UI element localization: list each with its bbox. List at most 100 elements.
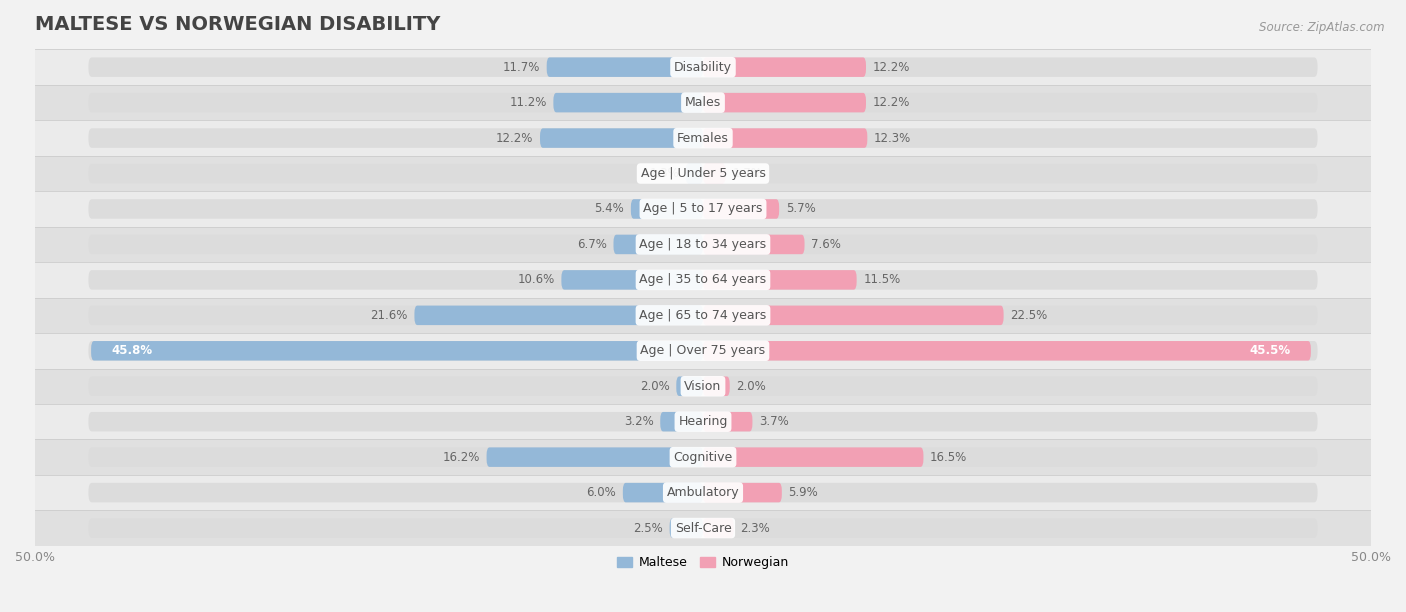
Text: 45.5%: 45.5% — [1250, 345, 1291, 357]
Bar — [35, 297, 1371, 333]
Bar — [35, 368, 1371, 404]
Text: 2.0%: 2.0% — [640, 379, 669, 393]
Bar — [35, 475, 1371, 510]
FancyBboxPatch shape — [89, 234, 1317, 254]
Text: 12.2%: 12.2% — [496, 132, 533, 144]
FancyBboxPatch shape — [415, 305, 703, 325]
Text: 22.5%: 22.5% — [1011, 309, 1047, 322]
Bar — [35, 510, 1371, 546]
Bar — [35, 439, 1371, 475]
FancyBboxPatch shape — [89, 58, 1317, 77]
Text: Age | Under 5 years: Age | Under 5 years — [641, 167, 765, 180]
Text: 12.2%: 12.2% — [873, 96, 910, 109]
Text: 11.2%: 11.2% — [509, 96, 547, 109]
Bar — [35, 156, 1371, 192]
FancyBboxPatch shape — [703, 200, 779, 218]
Bar — [35, 333, 1371, 368]
Text: Hearing: Hearing — [678, 415, 728, 428]
Text: Age | 35 to 64 years: Age | 35 to 64 years — [640, 274, 766, 286]
FancyBboxPatch shape — [486, 447, 703, 467]
Text: 16.5%: 16.5% — [931, 450, 967, 464]
FancyBboxPatch shape — [703, 518, 734, 538]
FancyBboxPatch shape — [676, 376, 703, 396]
Text: Females: Females — [678, 132, 728, 144]
FancyBboxPatch shape — [89, 518, 1317, 538]
Bar — [35, 85, 1371, 121]
Text: 1.3%: 1.3% — [650, 167, 679, 180]
Text: 10.6%: 10.6% — [517, 274, 555, 286]
FancyBboxPatch shape — [89, 200, 1317, 218]
Text: Disability: Disability — [673, 61, 733, 73]
FancyBboxPatch shape — [89, 447, 1317, 467]
FancyBboxPatch shape — [703, 483, 782, 502]
FancyBboxPatch shape — [703, 447, 924, 467]
Text: 3.2%: 3.2% — [624, 415, 654, 428]
FancyBboxPatch shape — [91, 341, 703, 360]
Text: 5.4%: 5.4% — [595, 203, 624, 215]
Bar — [35, 121, 1371, 156]
Text: 2.0%: 2.0% — [737, 379, 766, 393]
Text: Age | 65 to 74 years: Age | 65 to 74 years — [640, 309, 766, 322]
Text: 5.9%: 5.9% — [789, 486, 818, 499]
Legend: Maltese, Norwegian: Maltese, Norwegian — [613, 551, 793, 574]
Text: 5.7%: 5.7% — [786, 203, 815, 215]
FancyBboxPatch shape — [613, 234, 703, 254]
FancyBboxPatch shape — [89, 129, 1317, 148]
Text: Source: ZipAtlas.com: Source: ZipAtlas.com — [1260, 21, 1385, 34]
Text: Self-Care: Self-Care — [675, 521, 731, 534]
Text: 12.2%: 12.2% — [873, 61, 910, 73]
Text: 45.8%: 45.8% — [111, 345, 152, 357]
FancyBboxPatch shape — [686, 164, 703, 183]
Text: 2.3%: 2.3% — [741, 521, 770, 534]
Text: 2.5%: 2.5% — [633, 521, 662, 534]
FancyBboxPatch shape — [89, 93, 1317, 113]
FancyBboxPatch shape — [703, 58, 866, 77]
FancyBboxPatch shape — [661, 412, 703, 431]
Text: 3.7%: 3.7% — [759, 415, 789, 428]
Text: 16.2%: 16.2% — [443, 450, 479, 464]
FancyBboxPatch shape — [89, 376, 1317, 396]
Text: Males: Males — [685, 96, 721, 109]
FancyBboxPatch shape — [89, 305, 1317, 325]
FancyBboxPatch shape — [89, 164, 1317, 183]
Bar — [35, 262, 1371, 297]
Bar — [35, 50, 1371, 85]
Text: MALTESE VS NORWEGIAN DISABILITY: MALTESE VS NORWEGIAN DISABILITY — [35, 15, 440, 34]
Text: Age | 5 to 17 years: Age | 5 to 17 years — [644, 203, 762, 215]
Text: 11.7%: 11.7% — [502, 61, 540, 73]
Bar — [35, 226, 1371, 262]
Text: 21.6%: 21.6% — [370, 309, 408, 322]
FancyBboxPatch shape — [703, 270, 856, 289]
FancyBboxPatch shape — [631, 200, 703, 218]
FancyBboxPatch shape — [89, 270, 1317, 289]
FancyBboxPatch shape — [89, 412, 1317, 431]
FancyBboxPatch shape — [561, 270, 703, 289]
Text: 11.5%: 11.5% — [863, 274, 901, 286]
FancyBboxPatch shape — [703, 376, 730, 396]
Text: Vision: Vision — [685, 379, 721, 393]
Text: 6.0%: 6.0% — [586, 486, 616, 499]
FancyBboxPatch shape — [703, 341, 1310, 360]
Text: Age | 18 to 34 years: Age | 18 to 34 years — [640, 238, 766, 251]
Text: Ambulatory: Ambulatory — [666, 486, 740, 499]
FancyBboxPatch shape — [703, 129, 868, 148]
Bar — [35, 404, 1371, 439]
FancyBboxPatch shape — [703, 164, 725, 183]
FancyBboxPatch shape — [554, 93, 703, 113]
FancyBboxPatch shape — [547, 58, 703, 77]
FancyBboxPatch shape — [623, 483, 703, 502]
Text: 1.7%: 1.7% — [733, 167, 762, 180]
Text: 6.7%: 6.7% — [576, 238, 607, 251]
FancyBboxPatch shape — [669, 518, 703, 538]
FancyBboxPatch shape — [89, 341, 1317, 360]
Bar — [35, 192, 1371, 226]
FancyBboxPatch shape — [703, 305, 1004, 325]
Text: Cognitive: Cognitive — [673, 450, 733, 464]
Text: 7.6%: 7.6% — [811, 238, 841, 251]
FancyBboxPatch shape — [703, 234, 804, 254]
FancyBboxPatch shape — [703, 412, 752, 431]
FancyBboxPatch shape — [540, 129, 703, 148]
Text: Age | Over 75 years: Age | Over 75 years — [641, 345, 765, 357]
FancyBboxPatch shape — [89, 483, 1317, 502]
FancyBboxPatch shape — [703, 93, 866, 113]
